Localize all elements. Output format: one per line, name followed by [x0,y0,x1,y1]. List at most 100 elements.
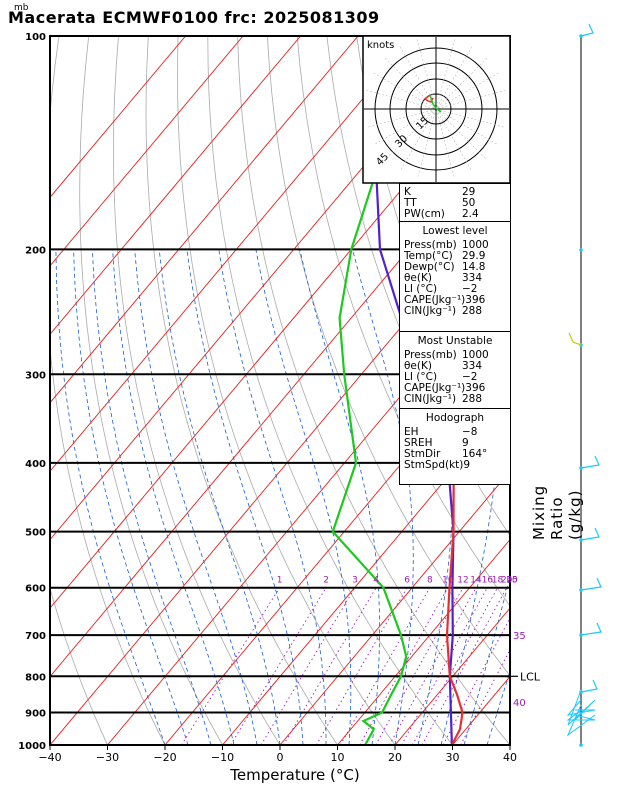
index-row: PW(cm) 2.4 [400,209,510,220]
wind-barb [580,23,594,37]
unstable-row: LI (°C) −2 [400,372,510,383]
x-tick-label: −10 [211,751,234,764]
hodo-row: SREH 9 [400,438,510,449]
isotherm [50,36,301,335]
mixing-ratio-axis-label: Mixing Ratio (g/kg) [530,484,584,540]
index-value: 29 [462,186,476,198]
most-unstable-panel: Most Unstable Press(mb) 1000 θe(K) 334 LI (°C… [399,331,511,410]
lowest-level-panel: Lowest level Press(mb) 1000 Temp(°C) 29.9 Dew… [399,221,511,333]
unstable-key: CAPE(Jkg⁻¹) [404,382,466,394]
isotherm [50,36,244,267]
mixing-ratio-label: 10 [442,576,454,586]
mixing-ratio-label: 14 [470,576,482,586]
wind-barb [580,577,602,591]
unstable-value: 396 [465,382,486,394]
pressure-label: 800 [25,672,46,683]
isotherm [337,538,510,745]
hodo-key: EH [404,426,419,438]
unstable-title: Most Unstable [417,335,493,347]
hodo-row: StmDir 164° [400,449,510,460]
lowest-key: θe(K) [404,272,432,284]
dewpoint-curve [331,36,429,745]
mixing-ratio-label: 8 [427,576,433,586]
lowest-row: Press(mb) 1000 [400,240,510,251]
lowest-value: 334 [462,272,483,284]
lowest-value: 396 [465,294,486,306]
unstable-row: Press(mb) 1000 [400,350,510,361]
moist-adiabat [73,249,189,745]
dry-adiabat [145,36,338,745]
x-tick-label: −40 [38,751,61,764]
isotherm [509,744,510,745]
pressure-label: 300 [25,370,46,381]
dry-adiabat [535,36,618,745]
unstable-row: CIN(Jkg⁻¹) 288 [400,394,510,405]
hodo-value: 9 [463,459,471,471]
wind-barb-cluster [567,689,596,726]
hodo-key: StmDir [404,448,441,460]
isotherm [279,470,510,745]
pressure-label: 900 [25,709,46,720]
mixing-ratio-label: 3 [352,576,358,586]
pressure-label: 100 [25,32,46,43]
unstable-key: Press(mb) [404,349,457,361]
mixing-ratio-label: 20 [501,576,513,586]
x-tick-label: −30 [96,751,119,764]
hodo-title: Hodograph [425,412,485,424]
dry-adiabat [177,36,396,745]
mixing-ratio-line [412,587,498,745]
hodo-key: SREH [404,437,433,449]
pressure-label: 500 [25,528,46,539]
moist-adiabat [186,249,304,745]
pressure-unit: mb [14,3,29,13]
index-key: K [404,186,411,198]
x-tick-label: −20 [153,751,176,764]
moist-adiabat [158,249,281,745]
pressure-label: 200 [25,245,46,256]
pressure-label: 700 [25,631,46,642]
moist-adiabat [415,249,454,745]
hodo-row: EH −8 [400,427,510,438]
wind-barb [568,332,582,346]
dry-adiabat [50,586,108,745]
unstable-value: 1000 [462,349,489,361]
lowest-key: Dewp(°C) [404,261,455,273]
unstable-row: CAPE(Jkg⁻¹) 396 [400,383,510,394]
lowest-key: CAPE(Jkg⁻¹) [404,294,466,306]
wind-level-dot [579,248,583,252]
unstable-key: θe(K) [404,360,432,372]
mixing-ratio-label: 2 [323,576,329,586]
x-tick-label: 30 [446,751,460,764]
mixing-ratio-line [283,587,377,745]
mixing-ratio-label: 12 [457,576,468,586]
isotherm [50,36,186,199]
lowest-row: θe(K) 334 [400,273,510,284]
mixing-ratio-label: 16 [482,576,494,586]
wind-barb-cluster [566,709,596,721]
unstable-key: CIN(Jkg⁻¹) [404,393,457,405]
index-value: 50 [462,197,476,209]
lowest-key: Press(mb) [404,239,457,251]
dry-adiabat [207,36,453,745]
lowest-title: Lowest level [422,225,488,237]
mixing-ratio-label: 6 [404,576,410,586]
lowest-row: Dewp(°C) 14.8 [400,262,510,273]
index-row: K 29 [400,187,510,198]
hodograph-panel: Hodograph EH −8 SREH 9 StmDir 164° StmSpd(kt) 9 [399,408,511,485]
moist-adiabat [55,249,166,745]
isotherm [394,607,510,745]
indices-panel: K 29 TT 50 PW(cm) 2.4 [399,183,511,226]
moist-adiabat [218,249,327,745]
lowest-value: 14.8 [462,261,486,273]
dry-adiabat [237,36,510,745]
mixing-ratio-line [442,617,510,745]
hodograph-unit: knots [367,40,394,51]
wind-level-dot [579,743,583,747]
theta-e-label: 40 [513,698,526,709]
moist-adiabat [134,249,258,745]
isotherm [50,36,359,404]
lcl-label: LCL [520,670,541,683]
lowest-key: LI (°C) [404,283,438,295]
unstable-key: LI (°C) [404,371,438,383]
